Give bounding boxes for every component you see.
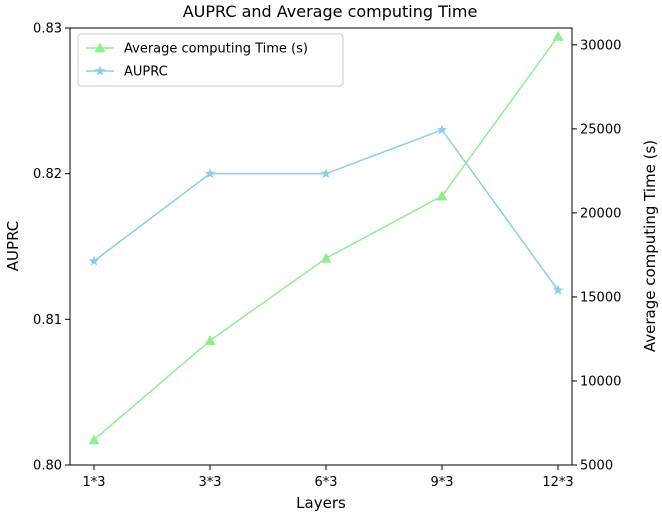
data-point-triangle	[320, 252, 332, 263]
data-point-triangle	[204, 335, 216, 346]
legend: Average computing Time (s) AUPRC	[77, 33, 344, 87]
y-right-tick-label: 10000	[580, 374, 621, 389]
x-tick-label: 9*3	[430, 475, 453, 490]
x-tick-label: 1*3	[82, 475, 105, 490]
y-axis-right-label: Average computing Time (s)	[641, 140, 659, 352]
legend-marker-triangle	[94, 42, 106, 53]
data-point-triangle	[552, 30, 564, 41]
y-left-tick-label: 0.83	[33, 22, 62, 37]
x-axis-label: Layers	[296, 494, 346, 512]
data-point-star	[88, 255, 100, 266]
chart-title: AUPRC and Average computing Time	[183, 2, 478, 21]
legend-label: Average computing Time (s)	[124, 42, 308, 57]
data-point-star	[436, 124, 448, 135]
plot-area	[88, 30, 564, 445]
y-right-tick-label: 25000	[580, 122, 621, 137]
series-line	[93, 129, 559, 291]
x-axis: 1*3 3*3 6*3 9*3 12*3	[82, 465, 574, 490]
y-right-tick-label: 5000	[580, 459, 613, 474]
data-point-triangle	[436, 190, 448, 201]
data-point-star	[320, 168, 332, 179]
legend-label: AUPRC	[124, 65, 168, 80]
y-axis-left: 0.80 0.81 0.82 0.83	[33, 22, 70, 474]
y-right-tick-label: 20000	[580, 206, 621, 221]
y-left-tick-label: 0.80	[33, 459, 62, 474]
series-line	[93, 35, 559, 441]
plot-frame	[69, 27, 573, 466]
x-tick-label: 3*3	[198, 475, 221, 490]
y-axis-right: 5000 10000 15000 20000 25000 30000	[572, 38, 621, 474]
legend-marker-star	[94, 65, 106, 76]
y-left-tick-label: 0.82	[33, 167, 62, 182]
data-point-star	[204, 168, 216, 179]
y-axis-left-label: AUPRC	[4, 221, 22, 271]
data-point-star	[552, 284, 564, 295]
y-right-tick-label: 30000	[580, 38, 621, 53]
x-tick-label: 6*3	[314, 475, 337, 490]
y-right-tick-label: 15000	[580, 290, 621, 305]
y-left-tick-label: 0.81	[33, 313, 62, 328]
x-tick-label: 12*3	[542, 475, 573, 490]
legend-box	[77, 33, 344, 87]
data-point-triangle	[88, 434, 100, 445]
